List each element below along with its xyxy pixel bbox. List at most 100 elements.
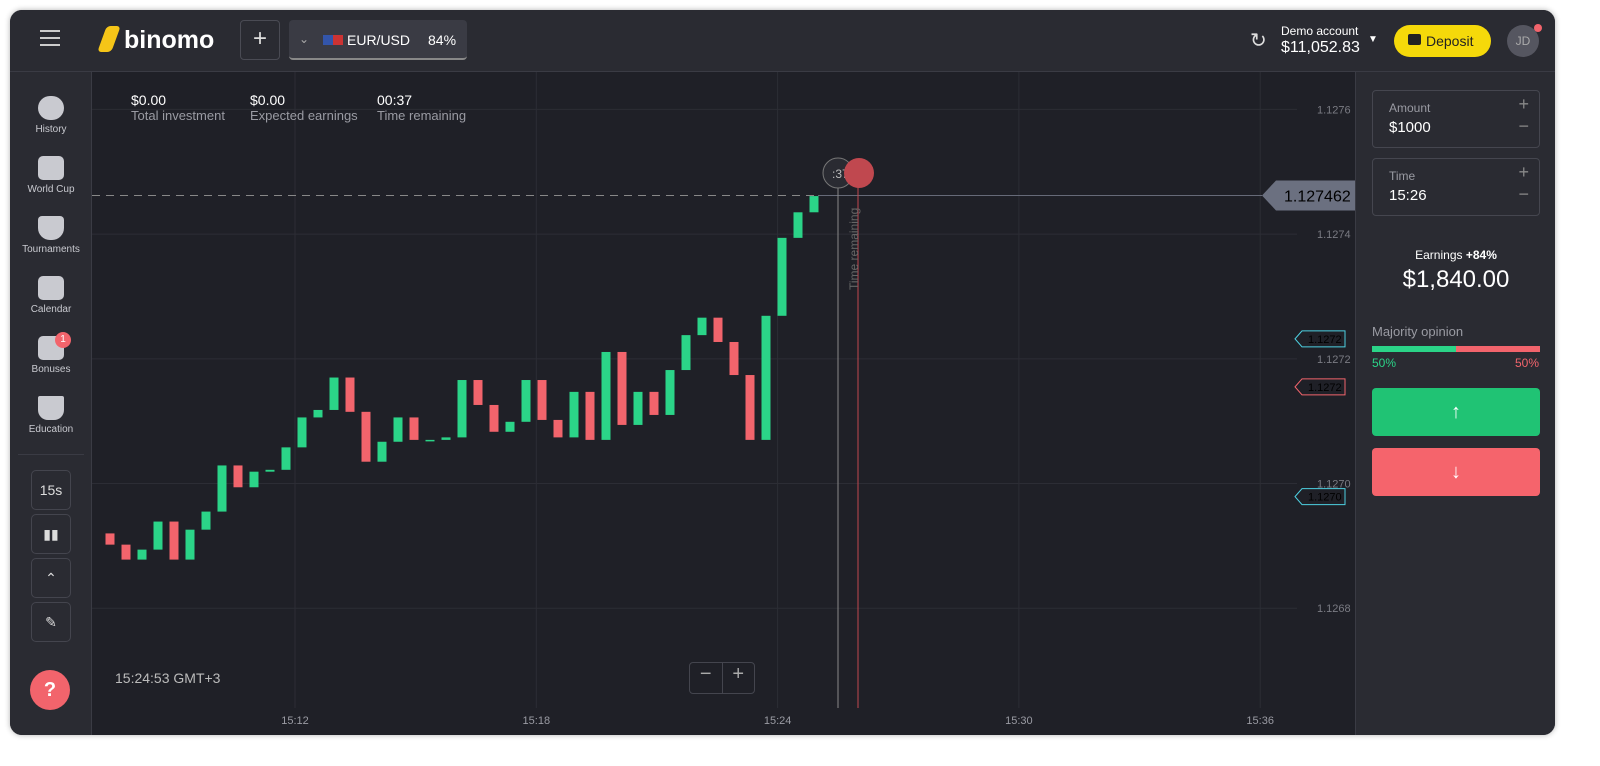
avatar[interactable]: JD xyxy=(1507,25,1539,57)
nav-calendar[interactable]: Calendar xyxy=(10,276,92,315)
stat-value: $0.00 xyxy=(250,92,286,108)
divider xyxy=(18,454,84,455)
candle xyxy=(265,469,275,472)
zoom-controls: − + xyxy=(689,662,755,694)
pencil-button[interactable]: ✎ xyxy=(31,602,71,642)
zoom-in[interactable]: + xyxy=(732,663,745,685)
nav-label: Bonuses xyxy=(31,364,71,375)
candle xyxy=(185,529,195,560)
drawing-tools-button[interactable]: ⌃ xyxy=(31,558,71,598)
candle xyxy=(137,549,147,560)
majority-label: Majority opinion xyxy=(1372,324,1464,339)
candle xyxy=(553,419,563,438)
up-button[interactable]: ↑ xyxy=(1372,388,1540,436)
bonus-badge: 1 xyxy=(55,332,71,348)
candle xyxy=(505,421,515,432)
stat-value: 00:37 xyxy=(377,92,413,108)
amount-field[interactable]: Amount $1000 + − xyxy=(1372,90,1540,148)
logo: binomo xyxy=(124,26,215,54)
top-bar: binomo + ⌄ EUR/USD 84% ↻ Demo account $1… xyxy=(10,10,1555,72)
x-tick-label: 15:12 xyxy=(281,715,309,727)
earnings-label: Earnings +84% xyxy=(1356,248,1555,262)
candle xyxy=(521,380,531,422)
add-asset[interactable]: + xyxy=(240,20,280,60)
app: binomo + ⌄ EUR/USD 84% ↻ Demo account $1… xyxy=(10,10,1555,735)
stat: $0.00 Total investment xyxy=(131,92,225,123)
majority-down-bar xyxy=(1456,346,1540,352)
nav-label: Tournaments xyxy=(22,244,80,255)
field-value: $1000 xyxy=(1389,119,1431,136)
candle xyxy=(233,465,243,488)
nav-bonuses[interactable]: Bonuses xyxy=(10,336,92,375)
candle xyxy=(457,380,467,438)
candle xyxy=(409,417,419,440)
nav-world-cup[interactable]: World Cup xyxy=(10,156,92,195)
stat-value: $0.00 xyxy=(131,92,167,108)
candle xyxy=(761,315,771,440)
candle xyxy=(345,377,355,412)
x-tick-label: 15:24 xyxy=(764,715,792,727)
down-button[interactable]: ↓ xyxy=(1372,448,1540,496)
nav-education[interactable]: Education xyxy=(10,396,92,435)
time-field[interactable]: Time 15:26 + − xyxy=(1372,158,1540,216)
candle xyxy=(153,521,163,550)
account-caret[interactable]: ▼ xyxy=(1368,34,1378,45)
majority-up-bar xyxy=(1372,346,1456,352)
majority-down: 50% xyxy=(1514,356,1539,370)
candle xyxy=(809,196,819,213)
menu-icon[interactable] xyxy=(40,30,60,46)
field-label: Amount xyxy=(1389,101,1431,115)
y-tick-label: 1.1276 xyxy=(1317,104,1351,116)
wallet-icon xyxy=(1408,34,1421,45)
indicator-label: 1.1270 xyxy=(1308,492,1342,504)
timeframe-button[interactable]: 15s xyxy=(31,470,71,510)
help-label: ? xyxy=(43,679,57,701)
nav-tournaments[interactable]: Tournaments xyxy=(10,216,92,255)
notification-dot xyxy=(1534,24,1542,32)
refresh-icon[interactable]: ↻ xyxy=(1250,30,1267,52)
field-value: 15:26 xyxy=(1389,187,1427,204)
indicator-tag xyxy=(1294,378,1346,396)
zoom-out[interactable]: − xyxy=(690,663,723,693)
y-tick-label: 1.1270 xyxy=(1317,479,1351,491)
earnings-text: Earnings xyxy=(1415,248,1463,262)
clock: 15:24:53 GMT+3 xyxy=(115,670,221,686)
candle xyxy=(425,439,435,442)
flag xyxy=(323,35,343,45)
candle xyxy=(681,335,691,371)
stat: $0.00 Expected earnings xyxy=(250,92,358,123)
chart-type-button[interactable]: ▮▮ xyxy=(31,514,71,554)
asset-name: EUR/USD xyxy=(347,32,411,48)
avatar-initials: JD xyxy=(1515,34,1531,48)
x-tick-label: 15:36 xyxy=(1246,715,1274,727)
candle xyxy=(249,471,259,488)
candle xyxy=(441,437,451,440)
asset-tab[interactable]: ⌄ EUR/USD 84% xyxy=(289,20,467,60)
candle xyxy=(793,212,803,238)
candle xyxy=(313,409,323,418)
nav-label: History xyxy=(35,124,67,135)
stat: 00:37 Time remaining xyxy=(377,92,466,123)
candle xyxy=(281,447,291,470)
timeframe: 15s xyxy=(39,482,63,498)
candle xyxy=(649,391,659,415)
candle xyxy=(377,441,387,462)
field-label: Time xyxy=(1389,169,1416,183)
expiry-label: Time remaining xyxy=(847,208,861,290)
price-tag xyxy=(1262,180,1355,211)
candle xyxy=(105,533,115,545)
candle xyxy=(569,391,579,438)
indicator-tag xyxy=(1294,330,1346,348)
candle xyxy=(665,370,675,415)
candle xyxy=(489,404,499,432)
deposit-label: Deposit xyxy=(1426,33,1474,49)
candle xyxy=(297,417,307,448)
nav-history[interactable]: History xyxy=(10,96,92,135)
price-label: 1.127462 xyxy=(1284,188,1351,205)
help-button[interactable]: ? xyxy=(30,670,70,710)
chevron: ⌄ xyxy=(299,32,310,46)
candle xyxy=(713,317,723,342)
y-tick-label: 1.1274 xyxy=(1317,229,1351,241)
stat-label: Time remaining xyxy=(377,108,467,123)
